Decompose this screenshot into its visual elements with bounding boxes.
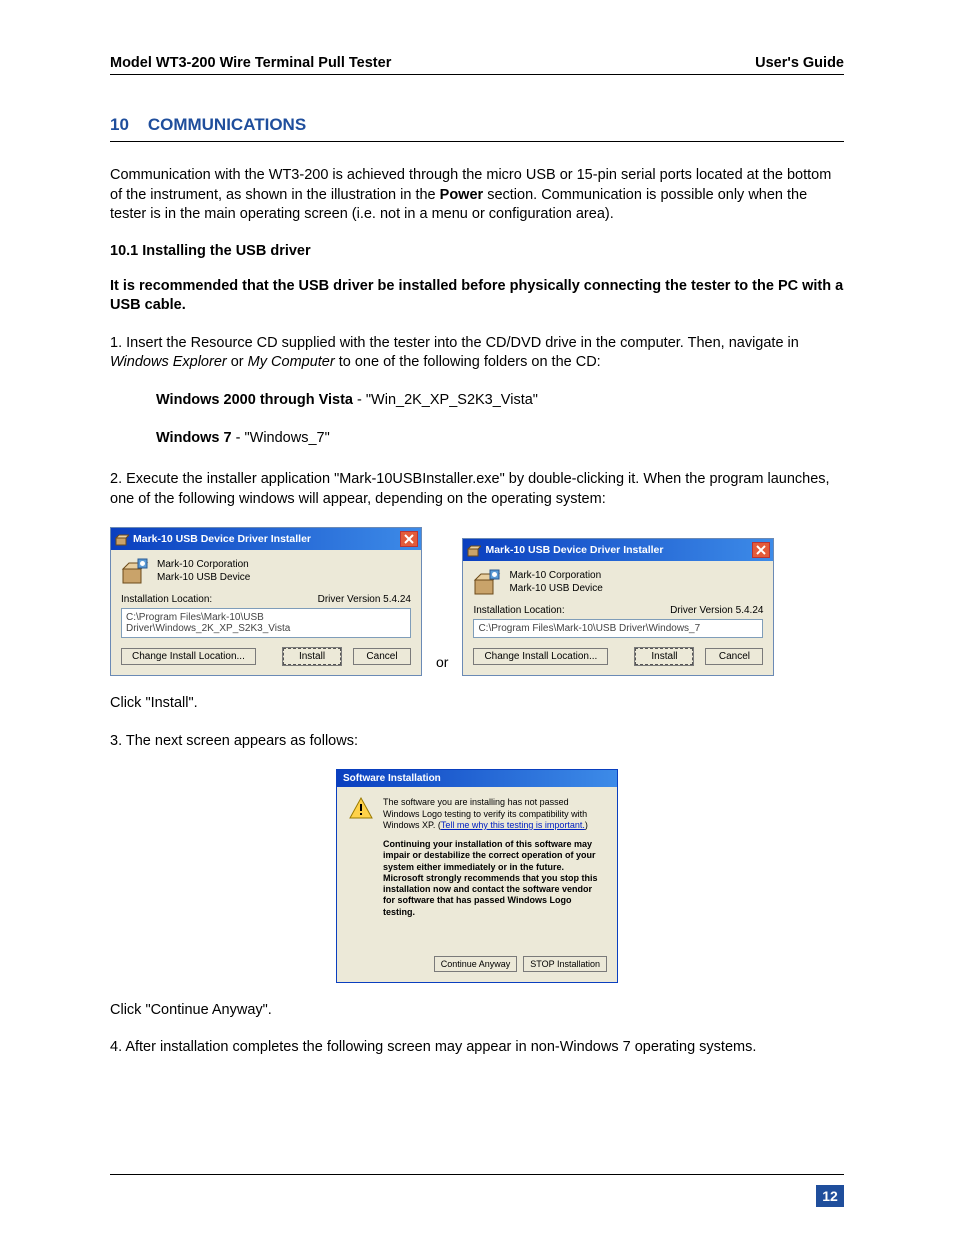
location-row: Installation Location: Driver Version 5.… — [473, 605, 763, 616]
step-1: 1. Insert the Resource CD supplied with … — [110, 334, 844, 373]
intro-paragraph: Communication with the WT3-200 is achiev… — [110, 166, 844, 225]
warning-text: The software you are installing has not … — [383, 797, 605, 918]
dialog-buttons: Change Install Location... Install Cance… — [121, 648, 411, 665]
os-label: Windows 2000 through Vista — [156, 392, 353, 408]
corp-name: Mark-10 Corporation — [509, 569, 602, 582]
click-install: Click "Install". — [110, 694, 844, 714]
step-3: 3. The next screen appears as follows: — [110, 732, 844, 752]
step-4: 4. After installation completes the foll… — [110, 1038, 844, 1058]
change-location-button[interactable]: Change Install Location... — [473, 648, 608, 665]
dialog-titlebar: Mark-10 USB Device Driver Installer — [463, 539, 773, 561]
dialog-titlebar: Mark-10 USB Device Driver Installer — [111, 528, 421, 550]
installer-icon — [115, 532, 129, 546]
recommendation: It is recommended that the USB driver be… — [110, 277, 844, 316]
software-installation-dialog: Software Installation The software you a… — [336, 769, 618, 983]
os-label: Windows 7 — [156, 430, 232, 446]
change-location-button[interactable]: Change Install Location... — [121, 648, 256, 665]
dialog-title: Mark-10 USB Device Driver Installer — [133, 533, 400, 545]
warning-buttons: Continue Anyway STOP Installation — [337, 956, 617, 982]
dialog-info: Mark-10 Corporation Mark-10 USB Device — [157, 558, 250, 584]
dialog-info: Mark-10 Corporation Mark-10 USB Device — [509, 569, 602, 595]
page-number: 12 — [816, 1185, 844, 1207]
step-2: 2. Execute the installer application "Ma… — [110, 470, 844, 509]
dialog-title: Mark-10 USB Device Driver Installer — [485, 544, 752, 556]
driver-version: Driver Version 5.4.24 — [670, 605, 763, 616]
text: to one of the following folders on the C… — [335, 354, 601, 370]
install-path: C:\Program Files\Mark-10\USB Driver\Wind… — [121, 608, 411, 638]
package-icon — [473, 569, 501, 597]
warning-bold-text: Continuing your installation of this sof… — [383, 839, 605, 918]
driver-version: Driver Version 5.4.24 — [318, 594, 411, 605]
section-heading: COMMUNICATIONS — [148, 115, 306, 134]
italic-text: Windows Explorer — [110, 354, 227, 370]
section-title: 10 COMMUNICATIONS — [110, 115, 844, 142]
dialog-title: Software Installation — [337, 770, 617, 787]
install-button[interactable]: Install — [283, 648, 341, 665]
text: - "Win_2K_XP_S2K3_Vista" — [353, 392, 538, 408]
bold-word: Power — [440, 187, 484, 203]
warning-icon — [349, 797, 373, 819]
dialog-body: Mark-10 Corporation Mark-10 USB Device I… — [111, 550, 421, 675]
install-button[interactable]: Install — [635, 648, 693, 665]
text: 1. Insert the Resource CD supplied with … — [110, 335, 799, 351]
tell-me-why-link[interactable]: Tell me why this testing is important. — [441, 820, 585, 830]
header-left: Model WT3-200 Wire Terminal Pull Tester — [110, 55, 391, 71]
dialog-buttons: Change Install Location... Install Cance… — [473, 648, 763, 665]
package-icon — [121, 558, 149, 586]
installer-icon — [467, 543, 481, 557]
or-separator: or — [436, 654, 448, 676]
warning-screenshot: Software Installation The software you a… — [110, 769, 844, 983]
os-option-1: Windows 2000 through Vista - "Win_2K_XP_… — [156, 391, 844, 411]
installer-dialog-vista: Mark-10 USB Device Driver Installer Mark… — [110, 527, 422, 676]
close-button[interactable] — [752, 542, 770, 558]
device-name: Mark-10 USB Device — [157, 571, 250, 584]
continue-anyway-button[interactable]: Continue Anyway — [434, 956, 518, 972]
location-label: Installation Location: — [473, 605, 564, 616]
footer-rule — [110, 1174, 844, 1175]
text: or — [227, 354, 248, 370]
header-right: User's Guide — [755, 55, 844, 71]
page-header: Model WT3-200 Wire Terminal Pull Tester … — [110, 55, 844, 75]
section-number: 10 — [110, 115, 129, 134]
location-row: Installation Location: Driver Version 5.… — [121, 594, 411, 605]
install-path: C:\Program Files\Mark-10\USB Driver\Wind… — [473, 619, 763, 638]
installer-screenshots: Mark-10 USB Device Driver Installer Mark… — [110, 527, 844, 676]
dialog-body: Mark-10 Corporation Mark-10 USB Device I… — [463, 561, 773, 675]
cancel-button[interactable]: Cancel — [353, 648, 411, 665]
location-label: Installation Location: — [121, 594, 212, 605]
cancel-button[interactable]: Cancel — [705, 648, 763, 665]
close-button[interactable] — [400, 531, 418, 547]
text: - "Windows_7" — [232, 430, 330, 446]
italic-text: My Computer — [248, 354, 335, 370]
device-name: Mark-10 USB Device — [509, 582, 602, 595]
installer-dialog-win7: Mark-10 USB Device Driver Installer Mark… — [462, 538, 774, 676]
stop-installation-button[interactable]: STOP Installation — [523, 956, 607, 972]
os-option-2: Windows 7 - "Windows_7" — [156, 429, 844, 449]
click-continue: Click "Continue Anyway". — [110, 1001, 844, 1021]
text: ) — [585, 820, 588, 830]
subsection-heading: 10.1 Installing the USB driver — [110, 243, 844, 259]
corp-name: Mark-10 Corporation — [157, 558, 250, 571]
